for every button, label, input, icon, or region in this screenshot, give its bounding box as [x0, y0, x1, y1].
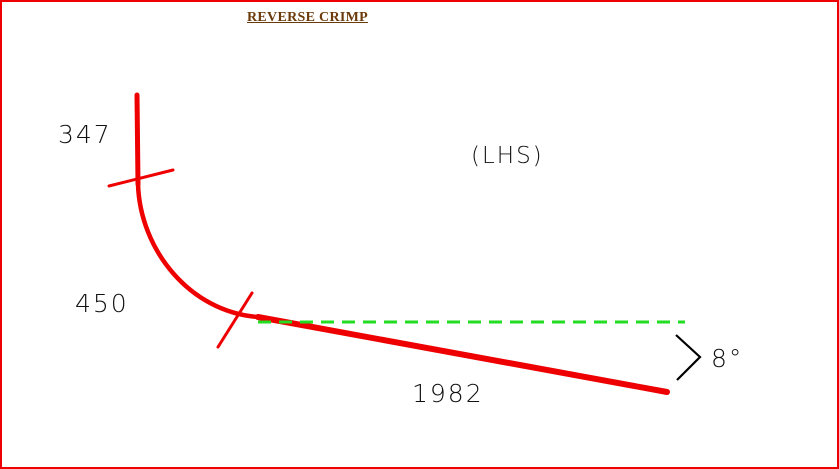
bend-arc-segment [135, 181, 261, 320]
side-label: (LHS) [471, 143, 544, 169]
angle-bracket-mark [675, 334, 702, 381]
bottom-junction-tick [216, 291, 254, 349]
bottom-straight-length-label: 1982 [412, 379, 484, 408]
top-straight-length-label: 347 [58, 120, 112, 149]
top-straight-segment [134, 92, 141, 187]
top-junction-tick [107, 168, 175, 188]
angle-label: 8° [711, 344, 744, 373]
bottom-straight-segment [255, 314, 670, 395]
diagram-title: REVERSE CRIMP [247, 10, 368, 25]
bend-length-label: 450 [75, 289, 129, 318]
